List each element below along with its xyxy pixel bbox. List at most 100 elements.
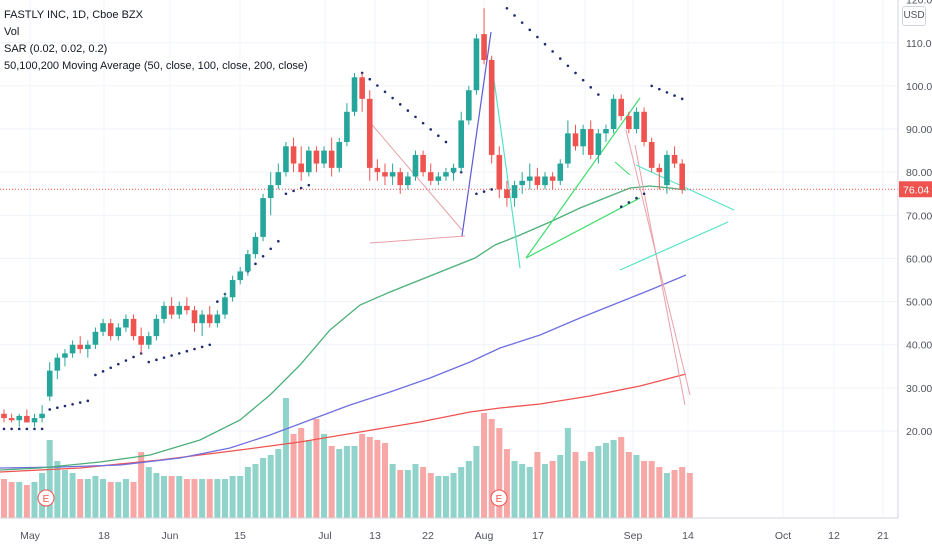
volume-bar bbox=[671, 470, 678, 518]
volume-bar bbox=[305, 440, 312, 518]
trendline-cyan bbox=[490, 57, 521, 269]
candle-body bbox=[443, 172, 449, 177]
candle-body bbox=[427, 172, 434, 181]
candle-body bbox=[252, 236, 259, 255]
volume-bar bbox=[115, 482, 122, 518]
candle-body bbox=[664, 154, 670, 186]
earnings-circle bbox=[37, 489, 55, 507]
time-tick-label: 14 bbox=[682, 530, 694, 542]
sar-dot bbox=[414, 115, 417, 119]
volume-bar bbox=[206, 479, 213, 518]
time-tick-label: 18 bbox=[98, 530, 110, 542]
sar-dot bbox=[658, 87, 661, 91]
volume-bar bbox=[298, 428, 305, 518]
sar-dot bbox=[277, 239, 280, 243]
sar-dot bbox=[162, 356, 166, 359]
sar-dot bbox=[109, 366, 112, 370]
volume-bar bbox=[625, 452, 632, 518]
sar-dot bbox=[40, 427, 44, 431]
sar-dot bbox=[200, 345, 204, 349]
sar-dot bbox=[490, 188, 493, 191]
volume-bar bbox=[557, 455, 564, 518]
sar-dots bbox=[2, 6, 684, 431]
volume-bar bbox=[214, 479, 221, 518]
sar-dot bbox=[520, 21, 524, 24]
last-price-badge bbox=[899, 181, 932, 198]
sar-dot bbox=[543, 42, 547, 46]
earnings-label: E bbox=[43, 494, 50, 505]
sar-dot bbox=[185, 349, 189, 353]
time-axis: May 18 Jun 15 Jul 13 22 Aug 17 Sep 14 Oct 12 21 bbox=[0, 517, 932, 550]
channel-lower bbox=[525, 197, 641, 259]
sar-dot bbox=[650, 84, 653, 88]
volume-bar bbox=[549, 461, 556, 518]
volume-bar bbox=[229, 476, 236, 518]
candle-body bbox=[1, 413, 7, 419]
sar-indicator-label[interactable]: SAR (0.02, 0.02, 0.2) bbox=[4, 43, 108, 55]
grid-lines bbox=[0, 0, 898, 518]
candle-body bbox=[671, 154, 678, 164]
volume-bar bbox=[313, 419, 320, 518]
trend-drawings bbox=[0, 31, 898, 406]
volume-bar bbox=[199, 479, 206, 518]
candle-body bbox=[458, 120, 464, 168]
time-tick-label: Jun bbox=[162, 530, 179, 542]
sar-dot bbox=[513, 14, 516, 17]
candle-body bbox=[648, 141, 655, 168]
channel-upper bbox=[614, 161, 631, 176]
symbol-title[interactable]: FASTLY INC, 1D, Cboe BZX bbox=[4, 9, 143, 21]
sar-dot bbox=[155, 358, 158, 362]
sar-dot bbox=[581, 78, 585, 82]
volume-bar bbox=[23, 485, 30, 518]
volume-bar bbox=[351, 446, 358, 518]
triangle-lower bbox=[619, 221, 729, 271]
currency-badge[interactable]: USD bbox=[902, 6, 926, 26]
candle-body bbox=[321, 150, 327, 164]
volume-bar bbox=[176, 476, 183, 518]
candle-body bbox=[359, 77, 365, 99]
candle-body bbox=[626, 116, 632, 130]
volume-bar bbox=[633, 455, 640, 518]
volume-bar bbox=[130, 482, 137, 518]
moving-averages bbox=[0, 185, 687, 473]
volume-bar bbox=[252, 464, 259, 518]
candle-body bbox=[557, 163, 564, 181]
candle-body bbox=[115, 327, 122, 337]
sar-dot bbox=[17, 427, 21, 431]
earnings-label: E bbox=[496, 494, 503, 505]
sar-dot bbox=[2, 427, 6, 431]
time-tick-label: Sep bbox=[624, 530, 643, 542]
vol-indicator-label[interactable]: Vol bbox=[4, 26, 20, 38]
candle-body bbox=[214, 314, 221, 324]
sar-dot bbox=[132, 355, 135, 359]
price-tick-label: 100.00 bbox=[906, 81, 932, 93]
sar-dot bbox=[437, 134, 440, 138]
candle-body bbox=[587, 129, 594, 155]
price-tick-label: 20.00 bbox=[906, 426, 932, 438]
sar-dot bbox=[78, 401, 82, 404]
candle-body bbox=[24, 415, 30, 423]
volume-bar bbox=[564, 428, 571, 518]
sar-dot bbox=[665, 91, 669, 94]
volume-bar bbox=[343, 446, 350, 518]
candle-body bbox=[313, 150, 320, 164]
candle-body bbox=[184, 305, 190, 311]
candle-body bbox=[8, 418, 15, 421]
candle-body bbox=[610, 98, 617, 130]
ma-indicator-label[interactable]: 50,100,200 Moving Average (50, close, 10… bbox=[4, 60, 308, 72]
price-tick-label: 60.00 bbox=[906, 253, 932, 265]
candle-body bbox=[351, 77, 358, 112]
candle-body bbox=[46, 370, 53, 397]
sar-dot bbox=[360, 71, 364, 75]
sar-dot bbox=[284, 192, 288, 196]
candle-body bbox=[420, 154, 426, 173]
candle-body bbox=[161, 305, 167, 319]
candle-body bbox=[572, 133, 579, 147]
candles bbox=[1, 8, 685, 427]
sar-dot bbox=[261, 255, 265, 258]
candle-body bbox=[481, 34, 487, 61]
volume-bar bbox=[46, 440, 53, 518]
sar-dot bbox=[124, 359, 128, 362]
